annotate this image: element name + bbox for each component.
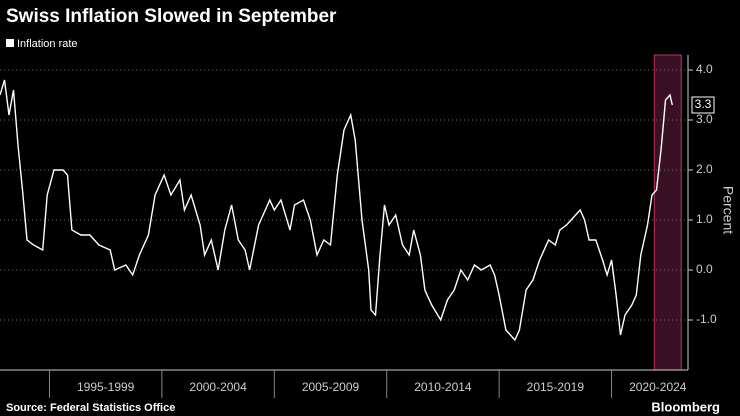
y-tick-label: 2.0 — [696, 162, 713, 176]
highlight-band — [653, 54, 682, 371]
x-tick-label: 2000-2004 — [189, 380, 247, 394]
brand: Bloomberg — [651, 399, 720, 414]
x-tick-label: 2005-2009 — [302, 380, 360, 394]
x-tick-label: 2015-2019 — [527, 380, 585, 394]
x-tick-label: 1995-1999 — [77, 380, 135, 394]
y-axis-label: Percent — [720, 186, 736, 234]
y-tick-label: 1.0 — [696, 212, 713, 226]
x-tick-label: 2020-2024 — [629, 380, 687, 394]
x-tick-label: 2010-2014 — [414, 380, 472, 394]
value-label-box — [691, 96, 715, 114]
y-tick-label: -1.0 — [696, 312, 717, 326]
legend-label: Inflation rate — [17, 38, 78, 50]
legend-swatch — [6, 39, 14, 47]
y-tick-label: 3.0 — [696, 112, 713, 126]
series-line — [0, 79, 673, 342]
y-tick-label: 0.0 — [696, 262, 713, 276]
source: Source: Federal Statistics Office — [6, 402, 175, 414]
value-label: 3.3 — [695, 97, 712, 111]
chart-title: Swiss Inflation Slowed in September — [6, 6, 337, 27]
y-tick-label: 4.0 — [696, 62, 713, 76]
